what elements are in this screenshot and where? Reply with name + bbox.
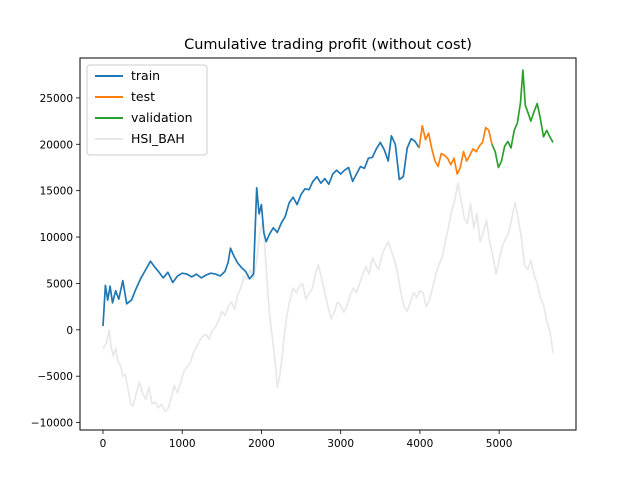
- series-line-test: [418, 124, 493, 175]
- x-axis: 0 1000 2000 3000 4000 5000: [100, 430, 513, 450]
- y-tick-label: 10000: [40, 232, 73, 244]
- chart-title: Cumulative trading profit (without cost): [184, 37, 472, 53]
- x-tick-label: 1000: [169, 438, 196, 450]
- series-layer: [102, 69, 554, 413]
- series-line-train: [102, 135, 420, 327]
- legend-label-validation: validation: [131, 110, 193, 125]
- legend-label-test: test: [131, 89, 155, 104]
- y-tick-label: 20000: [40, 139, 73, 151]
- plot-area-frame: [79, 57, 577, 431]
- x-tick-label: 4000: [407, 438, 434, 450]
- y-tick-label: −10000: [31, 418, 73, 430]
- legend-box: [86, 64, 208, 156]
- y-tick-label: 0: [66, 325, 73, 337]
- y-tick-label: 5000: [46, 278, 73, 290]
- legend-label-train: train: [131, 68, 160, 83]
- series-line-validation: [491, 69, 554, 169]
- y-tick-label: 15000: [40, 186, 73, 198]
- legend-label-hsi-bah: HSI_BAH: [131, 131, 185, 146]
- series-line-hsi-bah: [102, 182, 554, 413]
- y-tick-label: 25000: [40, 93, 73, 105]
- y-axis: −10000 −5000 0 5000 10000 15000 20000 25000: [31, 93, 80, 430]
- y-tick-label: −5000: [37, 371, 73, 383]
- x-tick-label: 3000: [327, 438, 354, 450]
- x-tick-label: 2000: [248, 438, 275, 450]
- x-tick-label: 5000: [486, 438, 513, 450]
- x-tick-label: 0: [100, 438, 107, 450]
- legend: train test validation HSI_BAH: [86, 64, 208, 156]
